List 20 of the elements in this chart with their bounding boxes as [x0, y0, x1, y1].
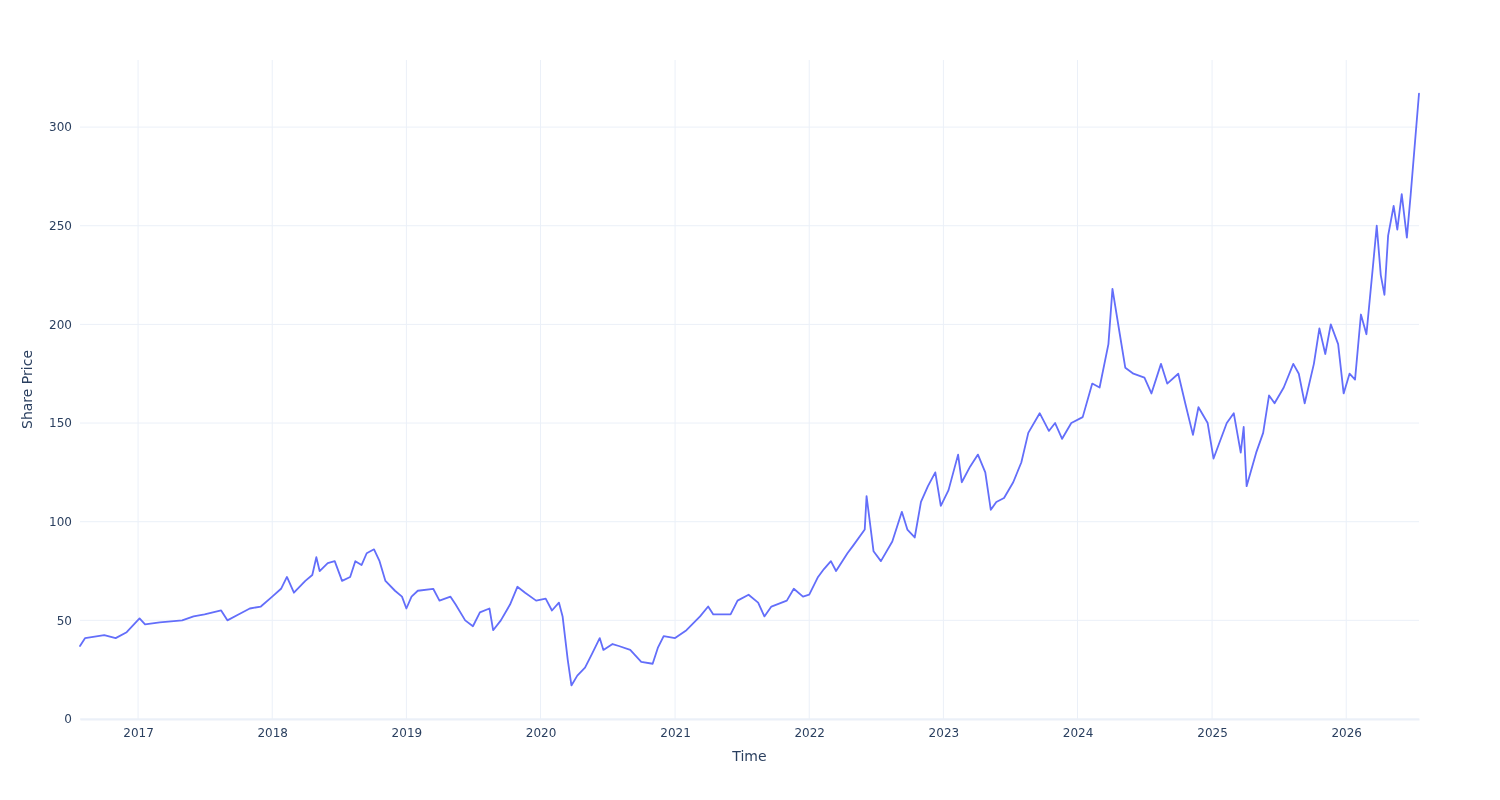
x-tick-label: 2020: [525, 725, 557, 740]
x-tick-label: 2023: [928, 725, 960, 740]
line-series: [79, 92, 1420, 687]
x-tick-label: 2017: [123, 725, 154, 740]
y-tick-label: 300: [49, 120, 72, 135]
y-tick-label: 50: [56, 613, 72, 628]
x-tick-label: 2024: [1062, 725, 1094, 740]
x-tick-label: 2021: [660, 725, 691, 740]
y-tick-label: 100: [49, 515, 72, 530]
x-tick-label: 2018: [257, 725, 288, 740]
x-tick-label: 2025: [1197, 725, 1228, 740]
y-tick-label: 200: [49, 317, 72, 332]
x-axis-title: Time: [731, 748, 767, 764]
y-tick-label: 150: [49, 416, 72, 431]
y-axis-title: Share Price: [19, 349, 35, 430]
x-tick-label: 2022: [794, 725, 825, 740]
y-tick-label: 250: [49, 219, 72, 234]
y-tick-label: 0: [64, 712, 72, 727]
x-tick-label: 2019: [391, 725, 423, 740]
x-tick-label: 2026: [1331, 725, 1362, 740]
